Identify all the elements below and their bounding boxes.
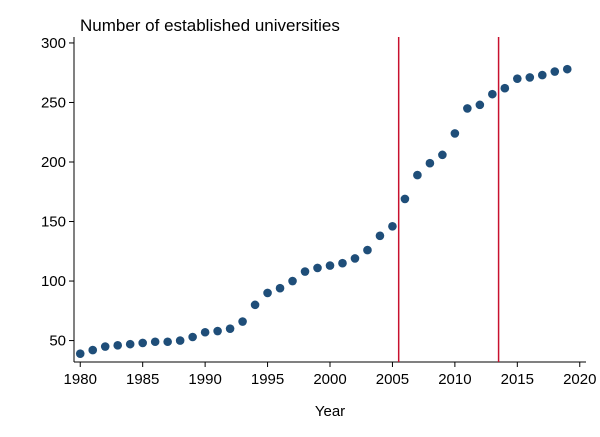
data-point [450, 129, 460, 138]
reference-lines [397, 37, 500, 362]
data-point [400, 194, 410, 204]
x-tick-label: 2005 [376, 371, 409, 388]
data-point [375, 231, 385, 241]
x-tick-label: 2010 [438, 371, 471, 388]
data-point [163, 337, 172, 347]
data-point [313, 263, 322, 273]
y-tick-label: 150 [41, 214, 66, 231]
data-point [188, 332, 197, 342]
data-point [438, 150, 447, 160]
data-point [475, 100, 485, 110]
data-point [238, 317, 247, 326]
x-axis-label: Year [315, 403, 345, 420]
data-point [463, 104, 472, 113]
data-point [275, 283, 285, 293]
data-point [425, 158, 435, 168]
x-tick-label: 1995 [251, 371, 284, 388]
data-point [388, 221, 397, 231]
chart-title: Number of established universities [80, 16, 340, 35]
data-point [363, 245, 372, 255]
data-point [263, 288, 272, 298]
data-point [75, 349, 85, 358]
y-tick-label: 200 [41, 154, 66, 171]
x-tick-label: 1990 [188, 371, 221, 388]
data-point [350, 254, 360, 263]
data-point [175, 336, 185, 345]
data-point [537, 70, 547, 80]
y-axis: 50 100 150 200 250 300 [41, 35, 74, 350]
x-tick-label: 2000 [313, 371, 346, 388]
data-point [325, 261, 335, 270]
data-point [250, 300, 260, 310]
data-point [525, 73, 535, 82]
data-point [562, 64, 572, 74]
y-tick-label: 50 [49, 333, 66, 350]
data-points [75, 64, 572, 358]
plot-frame [73, 37, 586, 363]
x-axis: 1980 1985 1990 1995 2000 2005 2010 2015 2020 [64, 362, 596, 388]
data-point [150, 337, 160, 347]
data-point [213, 326, 222, 336]
data-point [225, 324, 235, 333]
data-point [138, 338, 147, 348]
data-point [300, 267, 310, 276]
x-tick-label: 2015 [501, 371, 534, 388]
data-point [200, 327, 210, 337]
x-tick-label: 1985 [126, 371, 159, 388]
y-tick-label: 300 [41, 35, 66, 52]
data-point [413, 170, 422, 180]
data-point [88, 345, 98, 355]
data-point [113, 341, 123, 350]
x-tick-label: 2020 [563, 371, 596, 388]
y-tick-label: 250 [41, 94, 66, 111]
data-point [125, 339, 135, 349]
data-point [288, 276, 297, 286]
data-point [488, 89, 497, 99]
y-tick-label: 100 [41, 273, 66, 290]
data-point [500, 83, 510, 93]
data-point [550, 67, 560, 76]
data-point [513, 74, 522, 83]
data-point [338, 258, 347, 268]
data-point [100, 342, 110, 351]
x-tick-label: 1980 [64, 371, 97, 388]
